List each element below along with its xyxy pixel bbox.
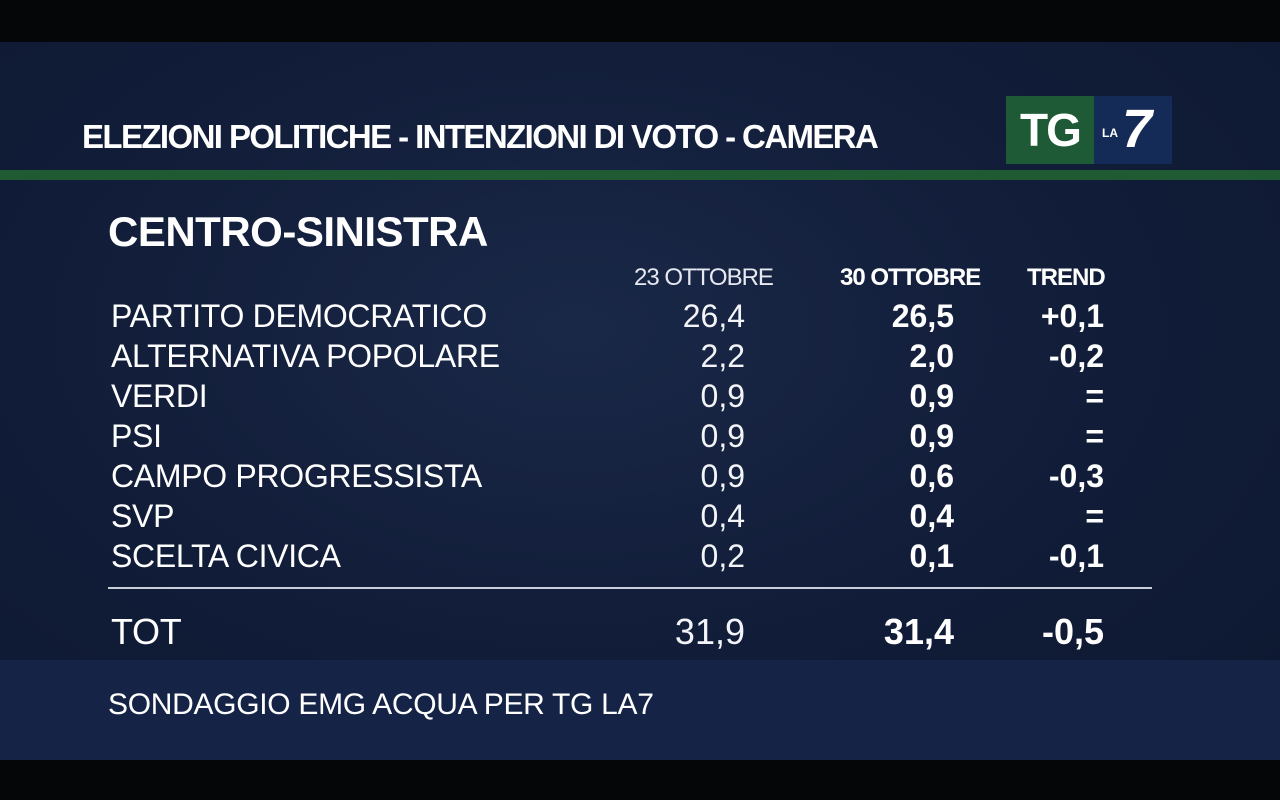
trend-value: -0,3: [1048, 458, 1104, 494]
table-row: ALTERNATIVA POPOLARE 2,2 2,0 -0,2: [0, 336, 1280, 376]
total-date1: 31,9: [674, 611, 745, 652]
party-name: VERDI: [111, 378, 208, 414]
logo-la7-block: LA 7: [1094, 96, 1172, 164]
coalition-title: CENTRO-SINISTRA: [108, 208, 488, 255]
value-date2: 0,9: [909, 418, 954, 454]
trend-value: =: [1085, 378, 1104, 414]
party-name: SVP: [111, 498, 175, 534]
letterbox-top: [0, 0, 1280, 42]
value-date2: 0,6: [909, 458, 954, 494]
trend-value: -0,2: [1048, 338, 1104, 374]
source-caption: SONDAGGIO EMG ACQUA PER TG LA7: [108, 688, 654, 721]
logo-seven-text: 7: [1122, 99, 1153, 159]
graphic-title: ELEZIONI POLITICHE - INTENZIONI DI VOTO …: [82, 118, 879, 155]
table-row: PARTITO DEMOCRATICO 26,4 26,5 +0,1: [0, 296, 1280, 336]
title-underline: [0, 170, 1280, 180]
value-date1: 0,9: [700, 458, 745, 494]
value-date2: 26,5: [891, 298, 954, 334]
column-header-date2: 30 OTTOBRE: [840, 264, 981, 291]
value-date2: 2,0: [909, 338, 954, 374]
party-name: PSI: [111, 418, 162, 454]
footer-band: [0, 660, 1280, 760]
logo-la-text: LA: [1102, 126, 1118, 140]
party-name: ALTERNATIVA POPOLARE: [111, 338, 500, 374]
party-name: CAMPO PROGRESSISTA: [111, 458, 482, 494]
total-label: TOT: [111, 611, 182, 652]
tg-la7-logo: TG LA 7: [1006, 96, 1172, 164]
trend-value: =: [1085, 418, 1104, 454]
value-date1: 0,9: [700, 378, 745, 414]
value-date2: 0,1: [909, 538, 954, 574]
total-row: TOT 31,9 31,4 -0,5: [0, 612, 1280, 652]
table-row: SVP 0,4 0,4 =: [0, 496, 1280, 536]
table-row: SCELTA CIVICA 0,2 0,1 -0,1: [0, 536, 1280, 576]
party-name: SCELTA CIVICA: [111, 538, 341, 574]
logo-tg-block: TG: [1006, 96, 1094, 164]
value-date1: 2,2: [700, 338, 745, 374]
total-date2: 31,4: [883, 611, 954, 652]
value-date2: 0,4: [909, 498, 954, 534]
trend-value: -0,1: [1048, 538, 1104, 574]
trend-value: =: [1085, 498, 1104, 534]
table-row: CAMPO PROGRESSISTA 0,9 0,6 -0,3: [0, 456, 1280, 496]
value-date1: 0,4: [700, 498, 745, 534]
value-date1: 0,9: [700, 418, 745, 454]
total-divider: [108, 587, 1152, 589]
value-date1: 26,4: [682, 298, 745, 334]
table-row: VERDI 0,9 0,9 =: [0, 376, 1280, 416]
letterbox-bottom: [0, 760, 1280, 800]
trend-value: +0,1: [1040, 298, 1104, 334]
table-row: PSI 0,9 0,9 =: [0, 416, 1280, 456]
column-header-trend: TREND: [1027, 264, 1106, 291]
party-name: PARTITO DEMOCRATICO: [111, 298, 487, 334]
column-header-date1: 23 OTTOBRE: [634, 264, 774, 291]
value-date2: 0,9: [909, 378, 954, 414]
total-trend: -0,5: [1041, 611, 1104, 652]
value-date1: 0,2: [700, 538, 745, 574]
